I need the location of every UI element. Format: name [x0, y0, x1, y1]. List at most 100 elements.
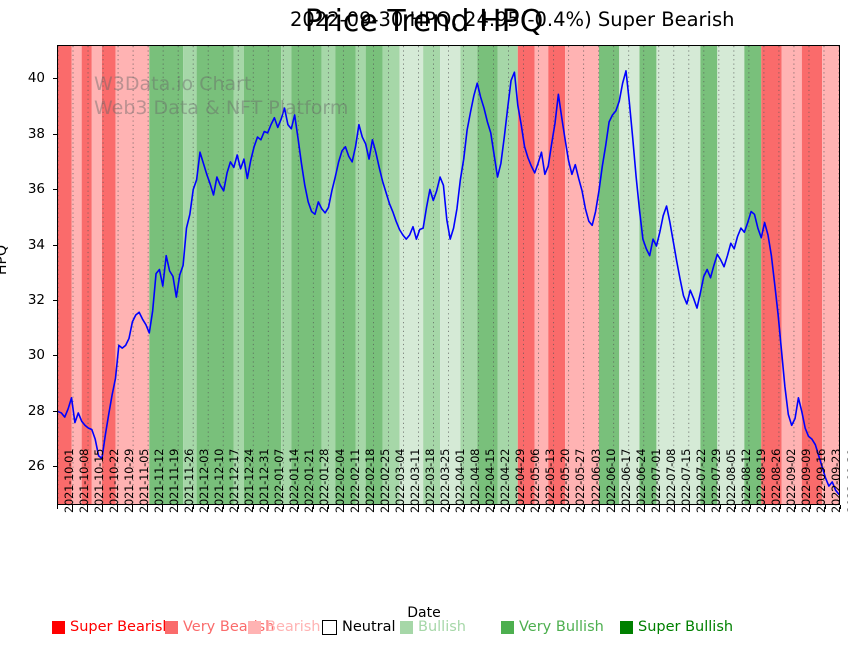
x-tick-label: 2022-07-01: [648, 448, 663, 513]
x-tick-mark: [72, 505, 74, 509]
regime-band: [196, 46, 234, 504]
legend-entry[interactable]: Bearish: [248, 617, 321, 637]
y-tick-label: 32: [27, 291, 45, 308]
x-tick-mark: [328, 505, 330, 509]
legend-swatch-icon: [620, 620, 633, 634]
x-tick-label: 2021-10-08: [76, 448, 91, 513]
x-tick-label: 2022-05-06: [528, 448, 543, 513]
legend-label: Bullish: [418, 619, 466, 635]
y-tick-mark: [53, 355, 57, 357]
x-tick-mark: [358, 505, 360, 509]
x-tick-mark: [433, 505, 435, 509]
x-tick-label: 2022-08-19: [754, 448, 769, 513]
x-tick-mark: [523, 505, 525, 509]
x-tick-mark: [403, 505, 405, 509]
regime-band: [781, 46, 802, 504]
y-tick-mark: [53, 133, 57, 135]
legend-entry[interactable]: Neutral: [322, 617, 396, 637]
x-tick-mark: [719, 505, 721, 509]
legend-entry[interactable]: Very Bullish: [501, 617, 604, 637]
x-tick-mark: [478, 505, 480, 509]
regime-band: [321, 46, 336, 504]
y-axis-labels: 26 28 30 32 34 36 38 40: [0, 0, 50, 646]
legend-swatch-icon: [501, 620, 514, 634]
x-tick-mark: [102, 505, 104, 509]
x-tick-label: 2022-05-13: [543, 448, 558, 513]
price-annotation: 2022-09-30 HPQ: 24.95(-0.4%) Super Beari…: [290, 8, 735, 31]
x-tick-label: 2022-04-29: [513, 448, 528, 513]
regime-band: [477, 46, 498, 504]
x-tick-label: 2021-12-17: [227, 448, 242, 513]
y-tick-label: 30: [27, 347, 45, 364]
price-line-layer: [58, 70, 839, 496]
x-tick-label: 2022-04-01: [453, 448, 467, 513]
regime-band: [382, 46, 400, 504]
regime-band: [656, 46, 701, 504]
x-tick-mark: [463, 505, 465, 509]
x-tick-label: 2022-07-15: [678, 448, 693, 513]
x-tick-mark: [584, 505, 586, 509]
x-tick-mark: [794, 505, 796, 509]
x-tick-label: 2022-09-09: [799, 448, 814, 513]
x-tick-label: 2022-09-23: [829, 448, 844, 513]
x-tick-mark: [553, 505, 555, 509]
x-tick-mark: [222, 505, 224, 509]
x-tick-mark: [207, 505, 209, 509]
x-tick-mark: [192, 505, 194, 509]
x-tick-label: 2022-01-28: [317, 448, 332, 513]
x-tick-label: 2022-07-29: [708, 448, 723, 513]
x-tick-label: 2021-12-10: [212, 448, 227, 513]
regime-band: [71, 46, 82, 504]
x-tick-label: 2022-01-14: [287, 448, 302, 513]
x-tick-label: 2022-07-22: [693, 448, 708, 513]
x-tick-label: 2022-08-12: [739, 448, 754, 513]
x-tick-mark: [267, 505, 269, 509]
x-tick-mark: [117, 505, 119, 509]
x-tick-label: 2022-08-26: [769, 448, 784, 513]
x-tick-mark: [162, 505, 164, 509]
x-tick-mark: [659, 505, 661, 509]
x-tick-mark: [734, 505, 736, 509]
regime-band: [761, 46, 782, 504]
x-tick-mark: [132, 505, 134, 509]
x-tick-mark: [493, 505, 495, 509]
regime-band: [355, 46, 366, 504]
regime-band: [399, 46, 424, 504]
regime-band: [115, 46, 150, 504]
x-tick-label: 2022-02-11: [347, 448, 362, 513]
legend-entry[interactable]: Bullish: [400, 617, 466, 637]
x-axis-labels: 2021-10-01 2021-10-08 2021-10-15 2021-10-22…: [0, 449, 848, 605]
y-tick-mark: [53, 299, 57, 301]
x-tick-label: 2022-01-21: [302, 448, 317, 513]
regime-band: [717, 46, 745, 504]
x-tick-label: 2021-11-12: [151, 448, 166, 513]
x-tick-label: 2022-02-04: [332, 448, 347, 513]
x-tick-label: 2022-03-11: [407, 448, 422, 513]
x-tick-mark: [508, 505, 510, 509]
x-tick-label: 2022-01-07: [272, 448, 287, 513]
x-tick-label: 2021-11-26: [181, 448, 196, 513]
x-axis-title: Date: [407, 605, 441, 621]
x-tick-mark: [252, 505, 254, 509]
regime-band: [149, 46, 184, 504]
regime-band: [548, 46, 566, 504]
x-tick-label: 2022-03-18: [422, 448, 437, 513]
x-tick-mark: [629, 505, 631, 509]
y-axis-title: HPQ: [0, 245, 10, 275]
x-tick-mark: [87, 505, 89, 509]
regime-band: [81, 46, 92, 504]
regime-band: [101, 46, 116, 504]
legend-label: Super Bearish: [70, 619, 172, 635]
regime-band: [58, 46, 72, 504]
x-tick-label: 2022-03-04: [392, 448, 407, 513]
x-tick-label: 2022-05-20: [558, 448, 573, 513]
x-tick-mark: [388, 505, 390, 509]
x-tick-label: 2022-04-08: [468, 448, 483, 513]
x-tick-mark: [343, 505, 345, 509]
regime-band: [565, 46, 599, 504]
x-tick-mark: [448, 505, 450, 509]
x-tick-label: 2022-09-02: [784, 448, 799, 513]
legend-entry[interactable]: Super Bullish: [620, 617, 733, 637]
legend-entry[interactable]: Super Bearish: [52, 617, 172, 637]
